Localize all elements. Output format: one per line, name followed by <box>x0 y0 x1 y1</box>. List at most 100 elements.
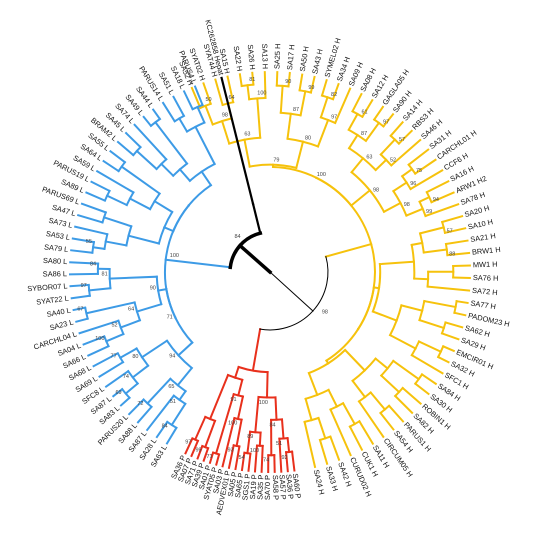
branch <box>371 310 398 322</box>
branch <box>253 444 259 473</box>
branch <box>135 149 159 171</box>
branch <box>410 353 444 375</box>
branch <box>443 227 467 234</box>
support-value: 65 <box>168 384 174 390</box>
tip-label: SA72 H <box>472 286 498 297</box>
branch <box>145 394 176 432</box>
tip-label: SA19 P <box>248 474 259 500</box>
tip-label: SA57 P <box>278 474 288 500</box>
branch <box>440 214 464 224</box>
branch <box>357 400 385 439</box>
branch <box>108 275 158 280</box>
branch <box>72 306 87 312</box>
tip-label: SA36 P <box>284 474 295 500</box>
support-value: 81 <box>102 272 108 278</box>
support-value: 90 <box>285 79 291 85</box>
support-value: 97 <box>185 439 191 445</box>
branch <box>75 317 89 323</box>
branch <box>126 369 140 385</box>
branch <box>333 87 352 125</box>
branch <box>251 327 262 372</box>
branch <box>102 216 133 228</box>
branch <box>391 359 421 381</box>
branch <box>319 96 329 119</box>
branch <box>251 71 255 86</box>
branch <box>413 277 430 281</box>
branch <box>248 96 267 101</box>
branch <box>214 78 224 107</box>
support-value: 64 <box>228 95 234 101</box>
tip-label: SA47 L <box>51 203 77 219</box>
branch <box>78 319 120 335</box>
branch <box>452 276 471 280</box>
support-value: 84 <box>269 422 275 428</box>
support-value: 74 <box>123 374 129 380</box>
branch <box>270 418 284 421</box>
branch <box>142 115 153 128</box>
branch <box>257 395 277 399</box>
branch <box>348 425 364 452</box>
branch <box>347 112 359 132</box>
branch <box>410 340 421 357</box>
branch <box>193 415 207 441</box>
branch <box>286 112 292 140</box>
branch <box>243 138 251 168</box>
branch <box>135 302 163 313</box>
branch <box>227 444 235 469</box>
support-value: 84 <box>162 424 168 430</box>
support-value: 100 <box>170 253 179 259</box>
branch <box>119 396 131 407</box>
tip-label: SA25 H <box>272 43 282 69</box>
support-value: 88 <box>449 251 455 257</box>
branch <box>349 188 372 207</box>
support-value: 89 <box>247 434 253 440</box>
branch <box>148 192 161 211</box>
tip-label: SA79 L <box>44 242 69 254</box>
branch <box>379 411 395 431</box>
branch <box>422 248 448 254</box>
branch <box>159 162 175 178</box>
branch <box>341 401 357 426</box>
branch <box>165 426 178 445</box>
branch <box>379 359 395 378</box>
branch <box>397 129 414 146</box>
branch <box>388 333 417 350</box>
branch <box>271 165 353 207</box>
branch <box>203 419 217 449</box>
branch <box>90 180 111 193</box>
support-value: 75 <box>416 168 422 174</box>
branch <box>407 148 430 167</box>
tip-label: SA21 H <box>470 231 497 244</box>
support-value: 94 <box>169 353 175 359</box>
branch <box>446 251 471 257</box>
branch <box>240 83 255 88</box>
branch <box>388 304 403 337</box>
branch <box>182 90 194 111</box>
branch <box>275 71 279 87</box>
branch <box>290 450 296 472</box>
support-value: 94 <box>433 197 439 203</box>
support-value: 92 <box>281 455 287 461</box>
branch <box>401 386 423 406</box>
branch <box>184 437 194 455</box>
branch <box>196 444 204 460</box>
branch <box>440 332 460 341</box>
branch <box>329 435 341 461</box>
branch <box>237 378 244 397</box>
branch <box>131 364 150 379</box>
branch <box>233 365 240 379</box>
branch <box>86 344 110 357</box>
branch <box>178 389 187 402</box>
branch <box>161 101 177 123</box>
branch <box>87 283 91 297</box>
support-value: 63 <box>366 155 372 161</box>
branch <box>237 243 273 275</box>
branch <box>70 294 91 300</box>
branch <box>350 156 365 174</box>
branch <box>117 160 127 173</box>
tip-label: SYAT22 L <box>36 293 69 306</box>
support-value: 57 <box>447 229 453 235</box>
branch <box>91 240 96 254</box>
tip-label: SA35 P <box>255 475 265 500</box>
